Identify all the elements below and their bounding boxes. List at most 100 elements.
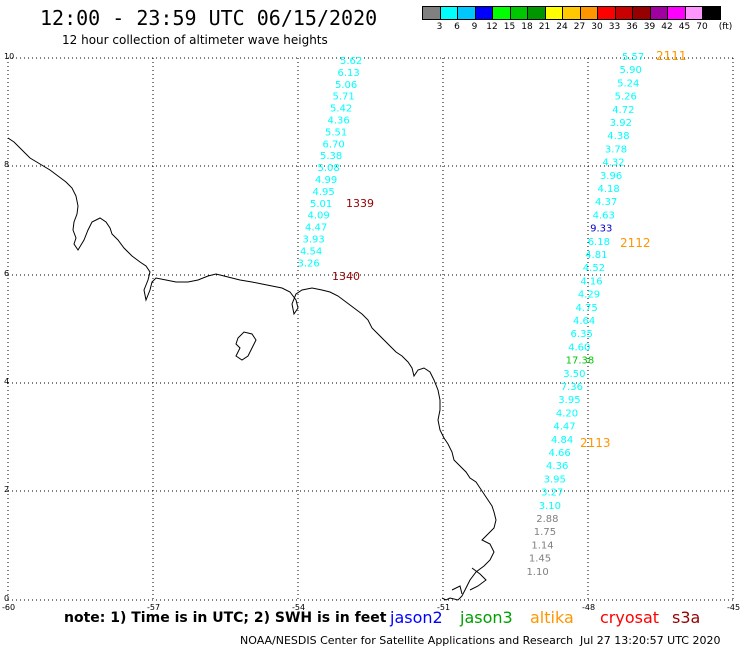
wave-height-value: 6.18 (588, 237, 610, 248)
wave-height-value: 1.14 (531, 540, 553, 551)
wave-height-value: 5.38 (320, 151, 342, 162)
pass-time-label: 2111 (656, 49, 687, 63)
wave-height-value: 5.71 (333, 92, 355, 103)
wave-height-value: 4.81 (585, 250, 607, 261)
satellite-legend-item: jason2 (390, 608, 443, 627)
island (235, 331, 257, 361)
wave-height-value: 3.10 (539, 501, 561, 512)
colorbar-label: 39 (643, 22, 656, 32)
wave-height-value: 4.84 (551, 435, 573, 446)
colorbar-label: 45 (678, 22, 691, 32)
colorbar-label: 36 (626, 22, 638, 32)
wave-height-value: 5.90 (620, 65, 642, 76)
wave-height-value: 4.18 (598, 184, 620, 195)
longitude-tick-label: -45 (727, 603, 740, 612)
wave-height-value: 5.57 (622, 52, 644, 63)
wave-height-value: 3.92 (610, 118, 632, 129)
longitude-tick-label: -48 (582, 603, 596, 612)
wave-height-value: 5.24 (617, 78, 639, 89)
longitude-tick-label: -57 (147, 603, 161, 612)
coastline-inlet (451, 567, 487, 595)
colorbar-unit: (ft) (718, 22, 733, 32)
wave-height-value: 1.45 (529, 554, 551, 565)
wave-height-value: 3.96 (600, 171, 622, 182)
wave-height-value: 4.72 (612, 105, 634, 116)
wave-height-value: 4.60 (568, 342, 590, 353)
wave-height-value: 4.99 (315, 175, 337, 186)
colorbar-label: 70 (696, 22, 708, 32)
wave-height-value: 2.88 (536, 514, 558, 525)
longitude-tick-label: -54 (292, 603, 306, 612)
pass-time-label: 2112 (620, 236, 651, 250)
colorbar-label: 21 (538, 22, 551, 32)
colorbar-label: 6 (454, 22, 460, 32)
satellite-legend-item: altika (530, 608, 574, 627)
latitude-tick-label: 4 (4, 377, 10, 386)
wave-height-value: 5.06 (335, 80, 357, 91)
credit-text: NOAA/NESDIS Center for Satellite Applica… (240, 634, 574, 647)
wave-height-value: 6.70 (323, 139, 345, 150)
wave-height-value: 3.95 (544, 474, 566, 485)
wave-height-value: 5.01 (310, 199, 332, 210)
wave-height-value: 4.75 (575, 303, 597, 314)
pass-time-label: 2113 (580, 436, 611, 450)
wave-height-value: 5.42 (330, 104, 352, 115)
wave-height-value: 4.64 (573, 316, 595, 327)
colorbar-label: 24 (556, 22, 568, 32)
wave-height-value: 4.29 (578, 290, 600, 301)
coastline (7, 137, 497, 601)
footer-note: note: 1) Time is in UTC; 2) SWH is in fe… (64, 610, 387, 626)
wave-height-value: 17.38 (566, 356, 595, 367)
wave-height-value: 4.47 (553, 422, 575, 433)
wave-height-value: 4.37 (595, 197, 617, 208)
wave-height-value: 6.35 (571, 329, 593, 340)
longitude-tick-label: -51 (437, 603, 451, 612)
map-subtitle: 12 hour collection of altimeter wave hei… (62, 33, 328, 47)
wave-height-value: 4.32 (602, 158, 624, 169)
wave-height-value: 5.62 (340, 56, 362, 67)
wave-height-value: 4.63 (593, 210, 615, 221)
wave-height-value: 3.50 (563, 369, 585, 380)
colorbar-label: 27 (573, 22, 586, 32)
wave-height-value: 1.75 (534, 527, 556, 538)
latitude-tick-label: 0 (4, 594, 10, 603)
colorbar-label: 30 (591, 22, 603, 32)
wave-height-value: 3.27 (541, 488, 563, 499)
wave-height-value: 4.54 (300, 246, 322, 257)
wave-height-value: 4.16 (580, 276, 602, 287)
pass-time-label: 1340 (332, 270, 360, 283)
wave-height-value: 3.93 (303, 235, 325, 246)
wave-height-value: 4.52 (583, 263, 605, 274)
colorbar-label: 15 (503, 22, 516, 32)
latitude-tick-label: 8 (4, 160, 10, 169)
latitude-tick-label: 6 (4, 269, 10, 278)
colorbar-label: 33 (608, 22, 621, 32)
timestamp-text: Jul 27 13:20:57 UTC 2020 (580, 634, 721, 647)
wave-height-value: 4.47 (305, 223, 327, 234)
wave-height-value: 7.36 (561, 382, 583, 393)
wave-height-value: 5.08 (318, 163, 340, 174)
wave-height-value: 6.13 (338, 68, 360, 79)
colorbar-label: 18 (521, 22, 533, 32)
wave-height-value: 4.20 (556, 408, 578, 419)
wave-height-value: 4.66 (549, 448, 571, 459)
latitude-tick-label: 2 (4, 485, 10, 494)
longitude-tick-label: -60 (2, 603, 16, 612)
colorbar-swatch (702, 6, 721, 20)
colorbar-label: 3 (436, 22, 443, 32)
lat-lon-grid (7, 57, 734, 601)
wave-height-value: 3.78 (605, 144, 627, 155)
wave-height-value: 4.09 (308, 211, 330, 222)
satellite-legend-item: jason3 (460, 608, 513, 627)
satellite-legend-item: cryosat (600, 608, 660, 627)
wave-height-value: 5.51 (325, 127, 347, 138)
colorbar-label: 12 (486, 22, 498, 32)
wave-height-value: 4.95 (313, 187, 335, 198)
colorbar-label: 42 (661, 22, 673, 32)
wave-height-value: 4.36 (328, 116, 350, 127)
wave-height-value: 3.26 (298, 258, 320, 269)
wave-height-value: 1.10 (526, 567, 548, 578)
satellite-legend-item: s3a (672, 608, 701, 627)
latitude-tick-label: 10 (4, 52, 15, 61)
